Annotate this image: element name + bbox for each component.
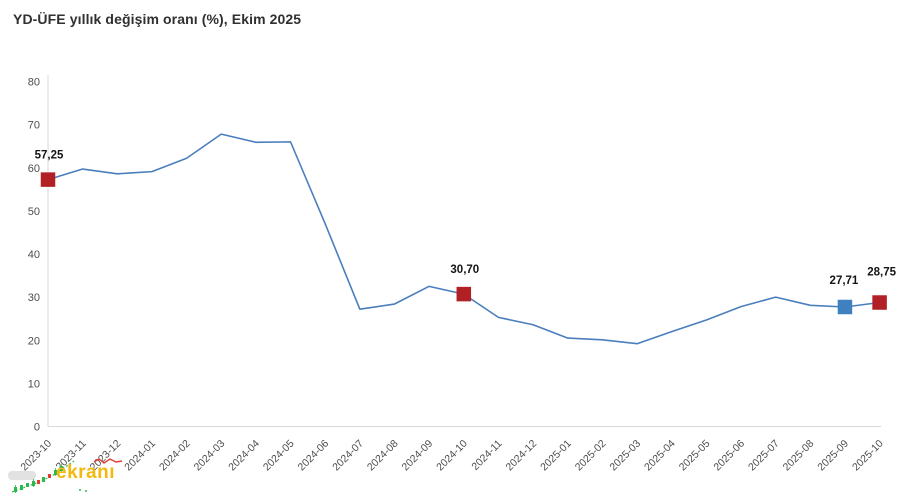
- x-axis-tick-label: 2024-03: [192, 438, 228, 474]
- data-label-2025-09: 27,71: [830, 275, 859, 287]
- x-axis-tick-label: 2025-06: [711, 438, 747, 474]
- x-axis-tick-label: 2023-11: [54, 438, 89, 473]
- x-axis-tick-label: 2024-09: [400, 438, 436, 474]
- x-axis-tick-label: 2024-12: [503, 438, 539, 474]
- marker-2023-10: [40, 172, 56, 187]
- y-axis-tick-label: 0: [34, 422, 40, 434]
- y-axis-tick-label: 70: [28, 120, 40, 132]
- series-line: [47, 133, 881, 345]
- x-axis-tick-label: 2024-05: [261, 438, 297, 474]
- y-axis-tick-label: 40: [28, 249, 40, 261]
- x-axis-tick-label: 2025-01: [538, 438, 574, 474]
- chart-title: YD-ÜFE yıllık değişim oranı (%), Ekim 20…: [13, 11, 302, 27]
- y-axis-tick-label: 10: [28, 378, 40, 390]
- y-axis-tick-label: 20: [28, 335, 40, 347]
- x-axis-tick-label: 2025-08: [781, 438, 817, 474]
- x-axis-tick-label: 2024-11: [469, 438, 504, 473]
- data-label-2024-10: 30,70: [450, 264, 479, 276]
- marker-2025-09: [837, 299, 853, 315]
- x-axis-tick-label: 2024-06: [296, 438, 332, 474]
- data-label-2025-10: 28,75: [867, 267, 896, 279]
- x-axis-tick-label: 2023-12: [88, 438, 124, 474]
- x-axis-tick-label: 2025-03: [607, 438, 643, 474]
- x-axis-tick-label: 2024-08: [365, 438, 401, 474]
- x-axis-tick-label: 2024-01: [122, 438, 158, 474]
- y-axis-tick-label: 80: [28, 77, 40, 89]
- x-axis-tick-label: 2024-04: [226, 438, 262, 474]
- y-axis-tick-label: 50: [28, 206, 40, 218]
- x-axis-tick-label: 2025-09: [815, 438, 851, 474]
- x-axis-tick-label: 2024-10: [434, 438, 470, 474]
- y-axis-tick-label: 30: [28, 292, 40, 304]
- x-axis-tick-label: 2025-04: [642, 438, 678, 474]
- x-axis-tick-label: 2025-02: [573, 438, 609, 474]
- x-axis-tick-label: 2024-07: [330, 438, 366, 474]
- x-axis-tick-label: 2025-10: [850, 438, 886, 474]
- x-axis-tick-label: 2025-07: [746, 438, 782, 474]
- x-axis-tick-label: 2024-02: [157, 438, 193, 474]
- data-label-2023-10: 57,25: [35, 150, 64, 162]
- y-axis-tick-label: 60: [28, 163, 40, 175]
- marker-2025-10: [872, 295, 887, 310]
- marker-2024-10: [456, 286, 472, 302]
- x-axis-tick-label: 2023-10: [18, 438, 54, 474]
- x-axis-tick-label: 2025-05: [677, 438, 713, 474]
